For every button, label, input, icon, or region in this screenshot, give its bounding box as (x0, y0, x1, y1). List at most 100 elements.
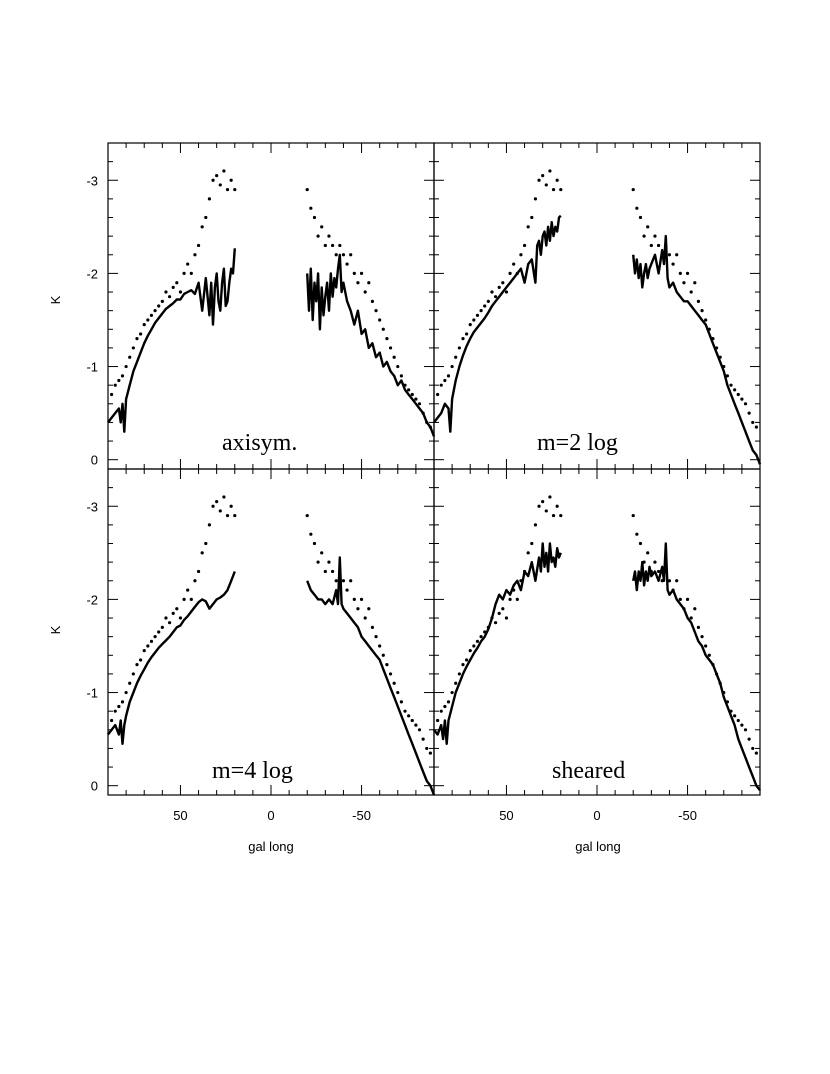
data-point (178, 616, 183, 620)
data-point (392, 681, 396, 685)
data-point (693, 607, 697, 611)
data-point (541, 500, 545, 504)
data-point (461, 663, 465, 667)
data-point (327, 560, 331, 564)
y-tick-label: 0 (91, 779, 98, 794)
data-point (530, 215, 534, 220)
data-point (167, 621, 172, 625)
data-point (751, 746, 755, 751)
data-point (186, 262, 190, 266)
data-point (356, 607, 360, 611)
data-point (512, 262, 516, 266)
data-point (475, 639, 480, 643)
data-point (305, 513, 309, 518)
data-point (457, 346, 461, 350)
data-point (316, 234, 320, 238)
x-axis-title-right: gal long (575, 839, 621, 854)
data-point (211, 504, 215, 508)
data-point (501, 281, 505, 285)
data-point (642, 234, 646, 238)
data-point (635, 532, 639, 536)
data-point (160, 299, 164, 303)
data-point (167, 295, 172, 299)
data-point (457, 672, 461, 676)
data-point (519, 253, 523, 257)
data-point (204, 541, 208, 546)
data-point (743, 728, 748, 732)
data-point (740, 397, 744, 401)
data-point (653, 234, 657, 238)
data-point (323, 569, 327, 574)
data-point (522, 243, 527, 248)
data-point (443, 378, 447, 383)
data-point (381, 327, 385, 331)
data-point (428, 751, 432, 755)
data-point (704, 644, 708, 648)
data-point (396, 364, 400, 369)
data-point (508, 271, 512, 275)
data-point (504, 290, 509, 294)
data-point (218, 509, 222, 513)
data-point (215, 174, 219, 178)
data-point (367, 281, 371, 285)
data-point (446, 700, 451, 704)
data-point (211, 178, 215, 182)
data-point (193, 253, 197, 257)
data-point (403, 709, 407, 713)
data-point (399, 700, 403, 704)
data-point (157, 304, 161, 308)
data-point (671, 262, 675, 266)
data-point (171, 285, 175, 289)
data-point (157, 630, 161, 634)
data-point (410, 718, 414, 723)
data-point (120, 700, 125, 704)
y-axis-title-bottom: K (48, 625, 63, 634)
data-point (425, 746, 429, 751)
panel-label-m2-log: m=2 log (537, 430, 618, 456)
data-point (338, 243, 342, 248)
data-point (193, 579, 197, 583)
data-point (139, 658, 143, 662)
data-point (667, 579, 672, 583)
data-point (363, 616, 367, 620)
data-point (378, 644, 382, 648)
y-tick-label: -3 (86, 173, 98, 188)
data-point (370, 625, 375, 629)
data-point (309, 206, 313, 210)
data-point (537, 504, 541, 508)
data-point (479, 309, 483, 313)
data-point (396, 690, 400, 695)
data-point (685, 597, 690, 602)
data-point (363, 290, 367, 294)
data-point (175, 281, 179, 285)
data-point (200, 551, 204, 555)
data-point (678, 597, 682, 602)
data-point (504, 616, 509, 620)
model-curve-1 (433, 214, 562, 433)
data-point (131, 672, 135, 676)
data-point (370, 299, 375, 303)
plot-frame (107, 142, 435, 470)
model-curve-1 (107, 248, 236, 433)
x-tick-label: 0 (267, 808, 274, 823)
data-point (733, 714, 737, 718)
data-point (631, 513, 635, 518)
data-point (635, 206, 639, 210)
data-point (555, 178, 559, 182)
data-point (689, 616, 693, 620)
data-point (388, 672, 393, 676)
data-point (359, 597, 364, 602)
data-point (153, 309, 157, 313)
data-point (537, 178, 541, 182)
data-point (649, 243, 653, 248)
data-point (479, 635, 483, 639)
data-point (682, 281, 686, 285)
data-point (693, 281, 697, 285)
data-point (305, 187, 309, 192)
data-point (508, 597, 512, 602)
x-axis-title-left: gal long (248, 839, 294, 854)
data-point (345, 588, 349, 592)
data-point (696, 299, 701, 303)
data-point (526, 551, 530, 555)
x-tick-label: -50 (678, 808, 697, 823)
